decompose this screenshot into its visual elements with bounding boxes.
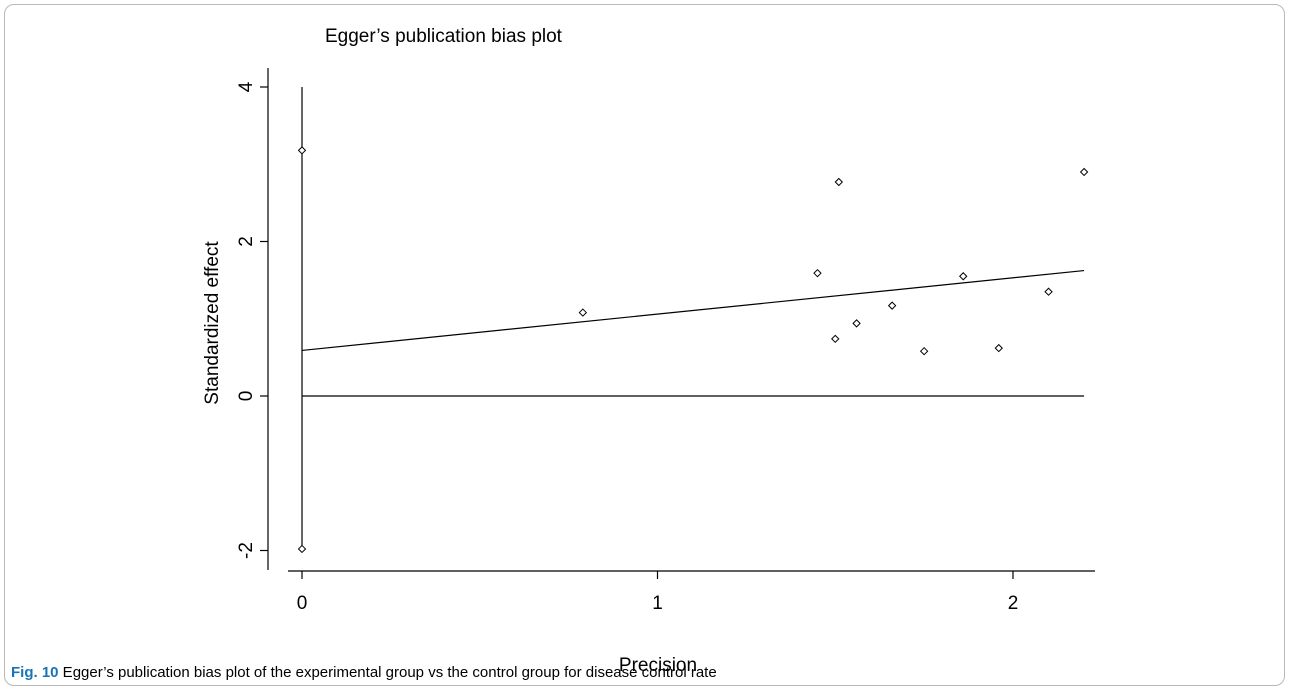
figure-frame	[4, 4, 1285, 686]
chart-lines	[301, 87, 1085, 551]
chart-title: Egger’s publication bias plot	[325, 26, 563, 47]
y-tick-label: 0	[236, 391, 257, 402]
x-tick-label: 2	[1008, 593, 1019, 614]
x-tick-label: 1	[652, 593, 663, 614]
x-axis-label: Precision	[619, 655, 697, 676]
data-point	[297, 544, 307, 554]
caption-text: Egger’s publication bias plot of the exp…	[58, 664, 717, 681]
data-points	[297, 146, 1089, 554]
y-axis-label: Standardized effect	[202, 241, 223, 405]
data-point	[297, 146, 307, 155]
data-point	[994, 343, 1003, 353]
data-point	[813, 268, 822, 278]
data-point	[852, 319, 861, 328]
x-tick-label: 0	[297, 593, 308, 614]
data-point	[959, 272, 968, 281]
data-point	[834, 177, 844, 187]
data-point	[887, 301, 897, 310]
figure-caption: Fig. 10 Egger’s publication bias plot of…	[11, 664, 717, 681]
regression-line	[301, 269, 1085, 352]
axes: -2 0 2 4 0 1 2	[236, 68, 1095, 614]
data-point	[578, 308, 588, 317]
y-tick-label: 2	[236, 236, 257, 247]
data-point	[919, 346, 929, 356]
y-tick-label: 4	[236, 81, 257, 92]
figure-label: Fig. 10	[11, 664, 59, 681]
data-point	[1079, 167, 1089, 177]
y-tick-label: -2	[236, 542, 257, 559]
data-point	[831, 334, 840, 344]
data-point	[1044, 287, 1053, 296]
